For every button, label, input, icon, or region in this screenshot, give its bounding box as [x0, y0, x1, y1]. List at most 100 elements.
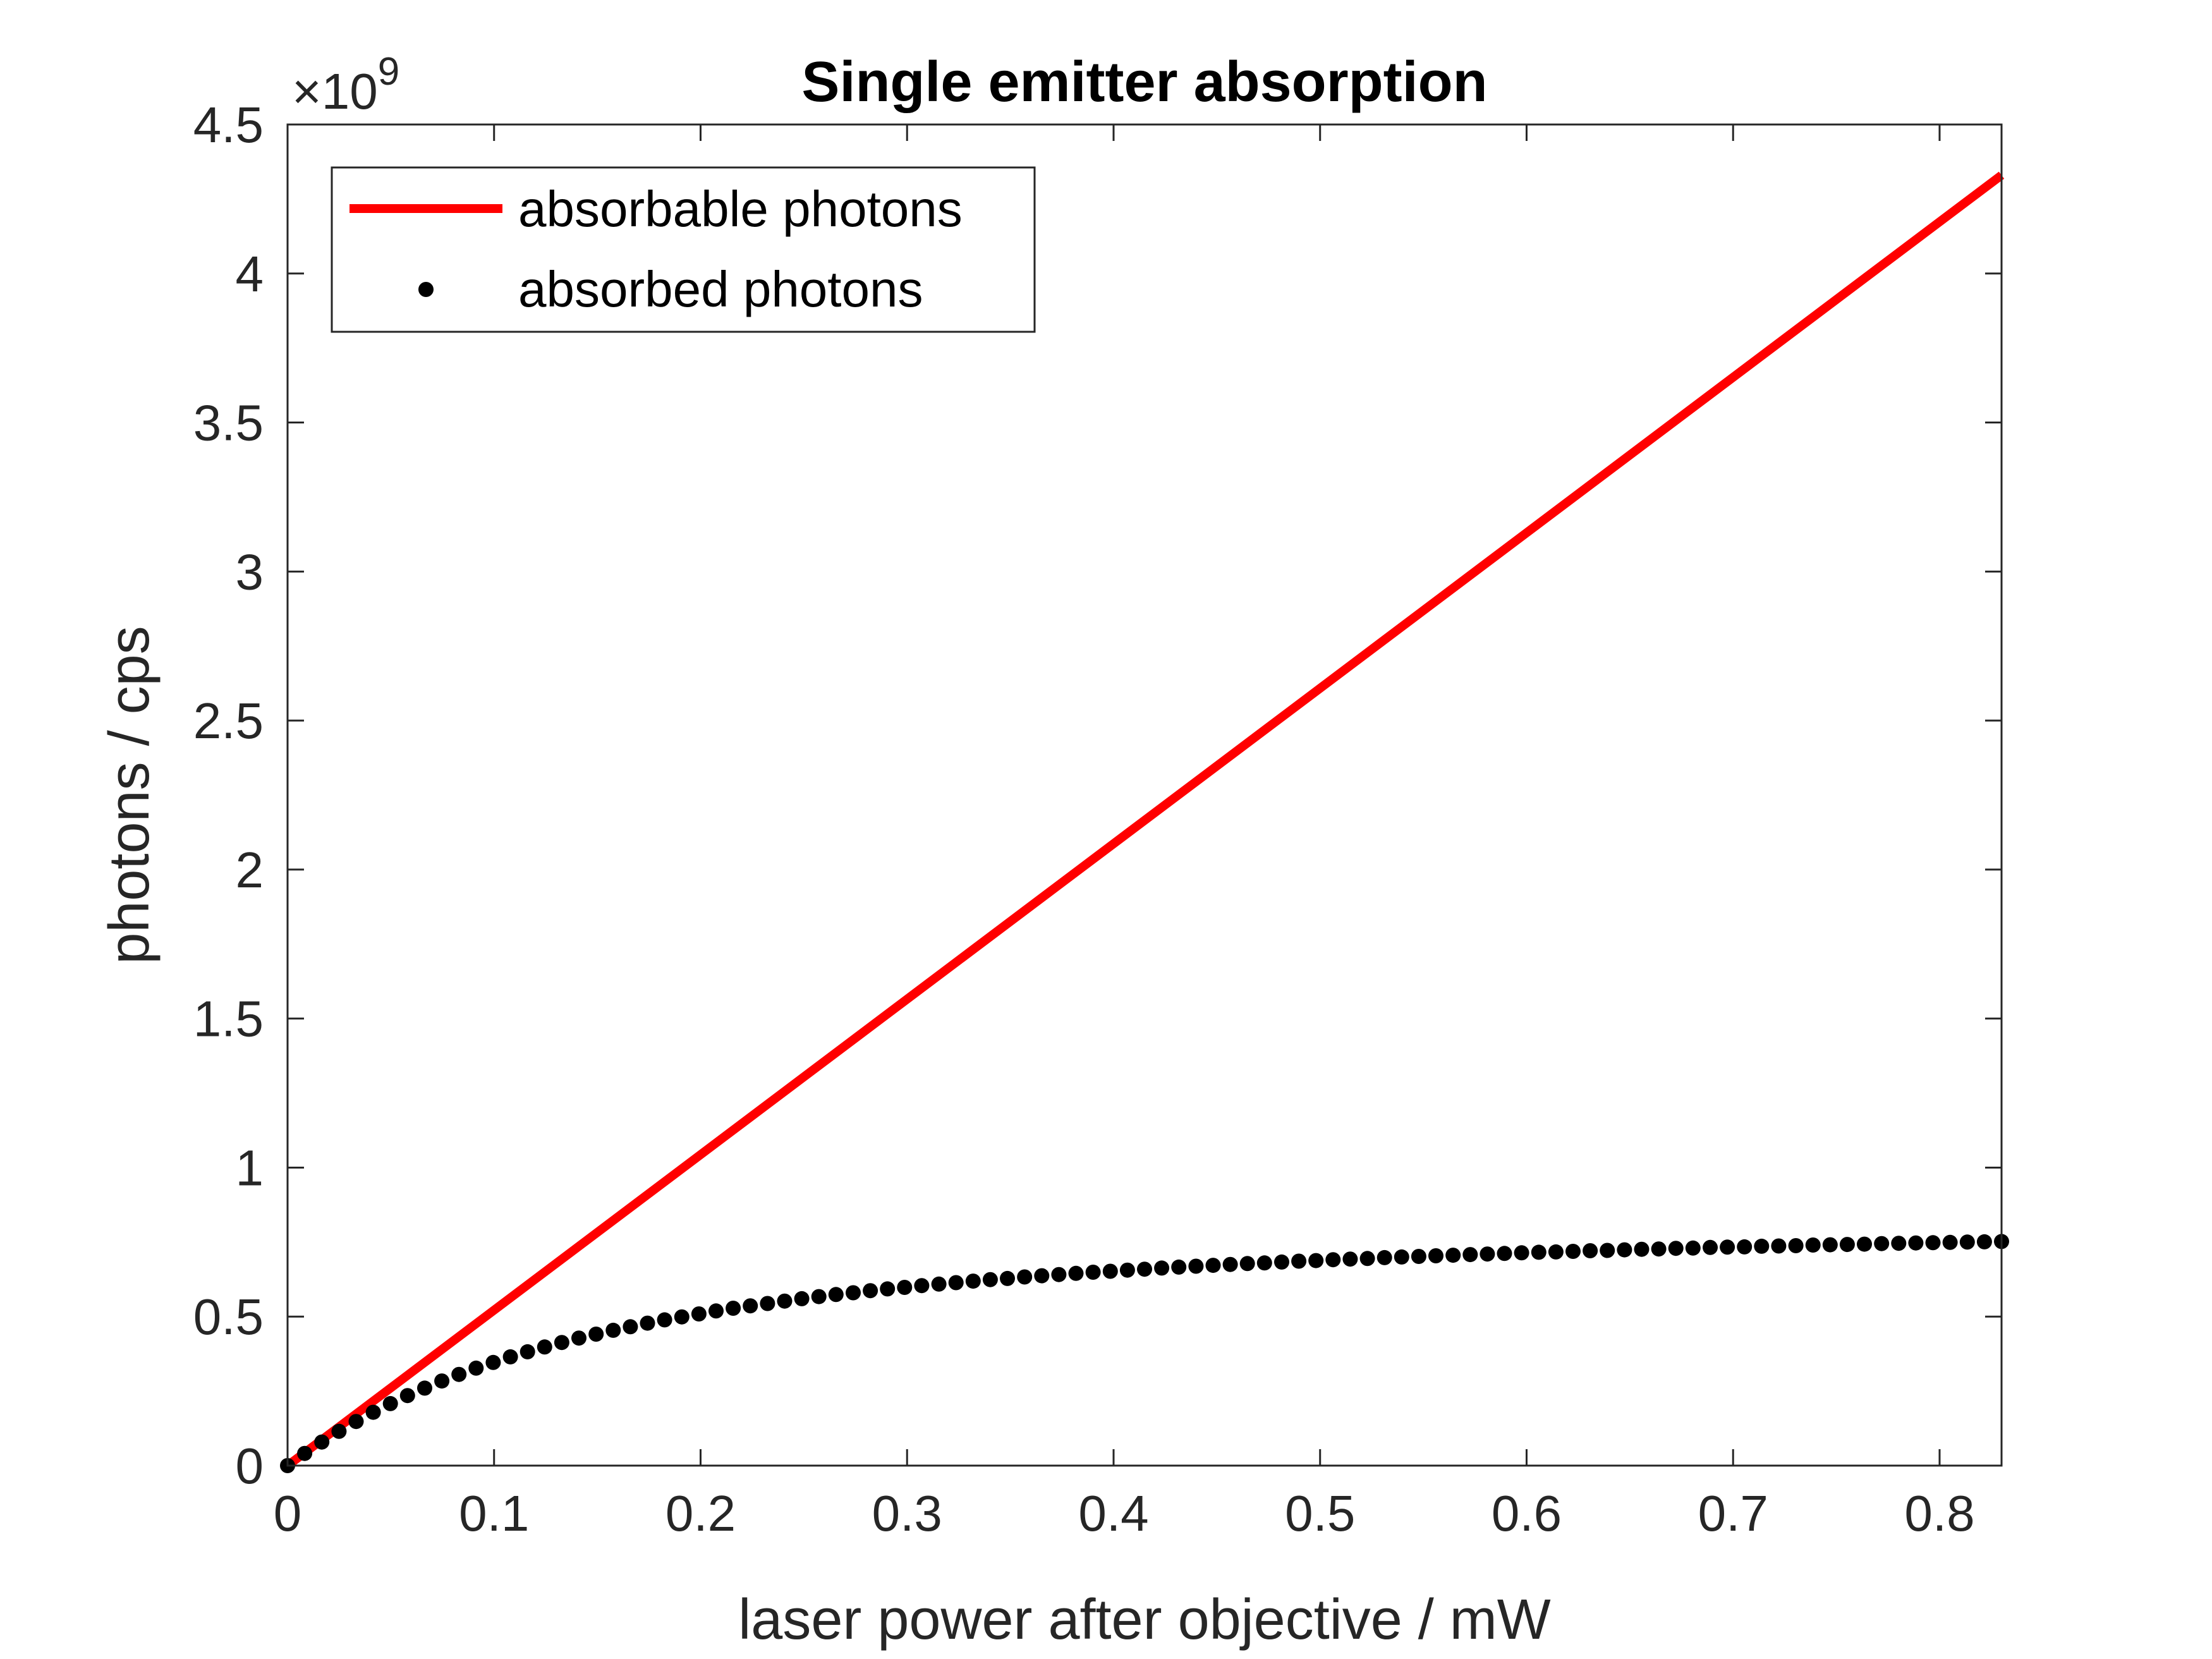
y-tick-label: 0: [236, 1438, 264, 1494]
data-point-absorbed-photons: [1428, 1248, 1443, 1263]
data-point-absorbed-photons: [1376, 1249, 1392, 1265]
data-point-absorbed-photons: [314, 1434, 330, 1450]
data-point-absorbed-photons: [348, 1414, 364, 1430]
data-point-absorbed-photons: [537, 1339, 552, 1355]
data-point-absorbed-photons: [708, 1303, 724, 1319]
data-point-absorbed-photons: [1822, 1237, 1838, 1253]
y-tick-label: 3: [236, 544, 264, 600]
y-tick-label: 4: [236, 246, 264, 302]
data-point-absorbed-photons: [1942, 1234, 1958, 1250]
data-point-absorbed-photons: [1342, 1251, 1358, 1267]
data-point-absorbed-photons: [1188, 1258, 1204, 1274]
data-point-absorbed-photons: [434, 1373, 450, 1389]
data-point-absorbed-photons: [331, 1423, 347, 1439]
data-point-absorbed-photons: [1788, 1238, 1804, 1253]
data-point-absorbed-photons: [468, 1360, 484, 1376]
y-tick-label: 4.5: [193, 97, 264, 153]
x-tick-label: 0.1: [459, 1485, 529, 1541]
data-point-absorbed-photons: [1154, 1260, 1170, 1276]
data-point-absorbed-photons: [1497, 1246, 1512, 1261]
data-point-absorbed-photons: [1051, 1267, 1067, 1282]
data-point-absorbed-photons: [1754, 1238, 1770, 1254]
data-point-absorbed-photons: [1874, 1236, 1890, 1251]
x-tick-label: 0.3: [872, 1485, 942, 1541]
data-point-absorbed-photons: [1771, 1238, 1787, 1254]
data-point-absorbed-photons: [982, 1272, 998, 1287]
data-point-absorbed-photons: [1068, 1265, 1084, 1281]
data-point-absorbed-photons: [743, 1298, 758, 1314]
data-point-absorbed-photons: [914, 1278, 930, 1294]
data-point-absorbed-photons: [571, 1330, 586, 1346]
data-point-absorbed-photons: [1617, 1242, 1632, 1258]
data-point-absorbed-photons: [1137, 1261, 1152, 1277]
data-point-absorbed-photons: [365, 1404, 381, 1420]
data-point-absorbed-photons: [451, 1366, 467, 1382]
y-tick-label: 2: [236, 842, 264, 898]
data-point-absorbed-photons: [828, 1287, 844, 1303]
data-point-absorbed-photons: [880, 1281, 896, 1297]
y-tick-label: 2.5: [193, 693, 264, 749]
series-layer: [280, 171, 2009, 1473]
data-point-absorbed-photons: [1583, 1243, 1598, 1258]
data-point-absorbed-photons: [1634, 1241, 1650, 1257]
data-point-absorbed-photons: [1411, 1249, 1426, 1264]
axes-box: [286, 123, 2003, 1467]
data-point-absorbed-photons: [897, 1280, 913, 1295]
data-point-absorbed-photons: [417, 1380, 432, 1396]
data-point-absorbed-photons: [1651, 1241, 1667, 1257]
y-axis-title: photons / cps: [98, 626, 161, 964]
data-point-absorbed-photons: [1222, 1256, 1238, 1272]
data-point-absorbed-photons: [965, 1273, 981, 1289]
data-point-absorbed-photons: [691, 1306, 707, 1322]
data-point-absorbed-photons: [1548, 1244, 1564, 1260]
data-point-absorbed-photons: [588, 1327, 604, 1342]
data-point-absorbed-photons: [674, 1309, 690, 1325]
data-point-absorbed-photons: [1925, 1235, 1941, 1251]
data-point-absorbed-photons: [1600, 1243, 1615, 1258]
data-point-absorbed-photons: [1531, 1244, 1547, 1260]
legend-label-absorbed-photons: absorbed photons: [518, 261, 923, 317]
data-point-absorbed-photons: [1737, 1239, 1753, 1255]
x-tick-label: 0: [274, 1485, 302, 1541]
data-point-absorbed-photons: [863, 1283, 878, 1299]
data-point-absorbed-photons: [726, 1301, 741, 1316]
data-point-absorbed-photons: [1668, 1241, 1684, 1256]
data-point-absorbed-photons: [1291, 1253, 1307, 1269]
data-point-absorbed-photons: [1000, 1270, 1015, 1286]
data-point-absorbed-photons: [794, 1291, 810, 1306]
data-point-absorbed-photons: [1720, 1239, 1735, 1255]
y-tick-label: 3.5: [193, 395, 264, 451]
data-point-absorbed-photons: [1805, 1237, 1821, 1253]
data-point-absorbed-photons: [1256, 1255, 1272, 1271]
data-point-absorbed-photons: [1394, 1249, 1409, 1265]
data-point-absorbed-photons: [1891, 1236, 1907, 1251]
ticks-layer: 0 0.1 0.2 0.3 0.4 0.5 0.6 0.7 0.8 0 0.5 1 1.5 2 2.5 3 3.…: [193, 97, 2002, 1541]
x-tick-label: 0.6: [1492, 1485, 1562, 1541]
data-point-absorbed-photons: [811, 1289, 827, 1304]
data-point-absorbed-photons: [1445, 1248, 1461, 1263]
data-point-absorbed-photons: [1703, 1239, 1718, 1255]
data-point-absorbed-photons: [1205, 1258, 1221, 1273]
legend-swatch-absorbed-photons: [418, 282, 434, 297]
data-point-absorbed-photons: [1514, 1245, 1529, 1261]
data-point-absorbed-photons: [657, 1312, 672, 1328]
data-point-absorbed-photons: [1119, 1262, 1135, 1278]
data-point-absorbed-photons: [1959, 1234, 1975, 1250]
y-exponent-base: ×10: [292, 63, 378, 119]
data-point-absorbed-photons: [1274, 1254, 1289, 1270]
data-point-absorbed-photons: [554, 1335, 569, 1351]
data-point-absorbed-photons: [1085, 1265, 1101, 1280]
legend-box: [331, 166, 1036, 333]
data-point-absorbed-photons: [931, 1276, 947, 1292]
data-point-absorbed-photons: [1480, 1246, 1495, 1262]
x-tick-label: 0.7: [1698, 1485, 1768, 1541]
x-tick-label: 0.2: [665, 1485, 736, 1541]
data-point-absorbed-photons: [1565, 1244, 1581, 1259]
legend: absorbable photons absorbed photons: [331, 166, 1036, 333]
data-point-absorbed-photons: [623, 1319, 638, 1335]
legend-label-absorbable-photons: absorbable photons: [518, 181, 963, 237]
data-point-absorbed-photons: [1239, 1256, 1255, 1272]
y-tick-label: 1: [236, 1139, 264, 1196]
x-axis-title: laser power after objective / mW: [738, 1588, 1550, 1651]
